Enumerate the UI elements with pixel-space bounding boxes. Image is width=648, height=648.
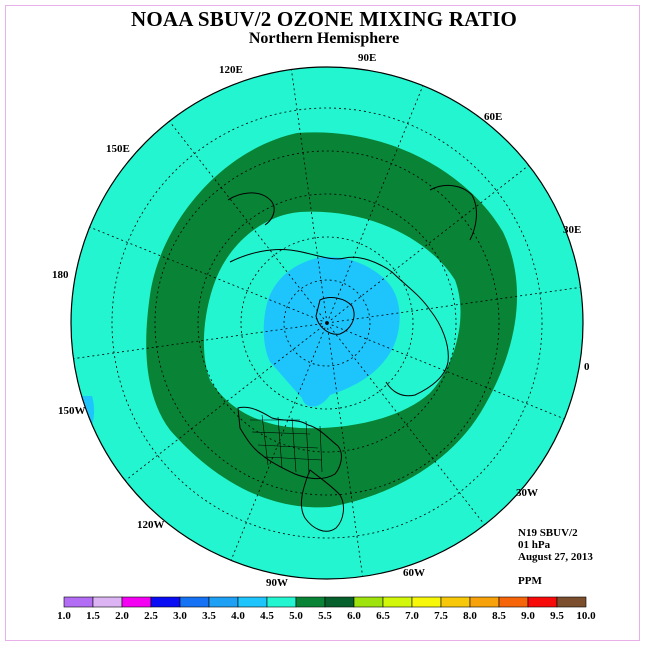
- colorbar-tick-label: 1.0: [57, 610, 71, 622]
- colorbar-tick-label: 10.0: [576, 610, 596, 622]
- date-label: August 27, 2013: [518, 551, 593, 563]
- page-subtitle: Northern Hemisphere: [248, 30, 400, 47]
- colorbar-tick-label: 1.5: [86, 610, 100, 622]
- colorbar-boxes: [63, 596, 587, 608]
- colorbar-tick-label: 3.5: [202, 610, 216, 622]
- colorbar-swatch: [353, 596, 384, 608]
- pressure-label: 01 hPa: [518, 539, 551, 551]
- colorbar-tick-label: 4.0: [231, 610, 245, 622]
- longitude-label-30e: 30E: [563, 224, 581, 236]
- central-america-outline: [300, 469, 344, 532]
- colorbar-tick-label: 2.0: [115, 610, 129, 622]
- latitude-circle-70n: [240, 236, 414, 410]
- longitude-label-30w: 30W: [516, 487, 538, 499]
- state-lines: [250, 414, 323, 475]
- colorbar-swatch: [469, 596, 500, 608]
- instrument-label: N19 SBUV/2: [518, 527, 578, 539]
- units-label: PPM: [518, 575, 542, 587]
- asia-east-outline: [227, 192, 275, 226]
- ozone-band-4.0-4.5: [263, 256, 400, 407]
- colorbar-labels: 1.0 1.5 2.0 2.5 3.0 3.5 4.0 4.5 5.0 5.5 6.0 6.5 7.0 7…: [57, 610, 596, 622]
- coastlines: [227, 184, 477, 532]
- colorbar-swatch: [63, 596, 94, 608]
- longitude-label-180: 180: [52, 269, 69, 281]
- colorbar-tick-label: 5.0: [289, 610, 303, 622]
- colorbar-tick-label: 6.0: [347, 610, 361, 622]
- image-frame: [5, 5, 640, 641]
- colorbar-tick-label: 9.0: [521, 610, 535, 622]
- colorbar-tick-label: 8.5: [492, 610, 506, 622]
- colorbar-swatch: [411, 596, 442, 608]
- map-boundary: [70, 66, 584, 580]
- colorbar-swatch: [324, 596, 355, 608]
- info-block: N19 SBUV/2 01 hPa August 27, 2013: [518, 527, 593, 563]
- latitude-circle-60n: [197, 193, 457, 453]
- colorbar-swatch: [208, 596, 239, 608]
- north-america-outline: [237, 406, 342, 480]
- page-title: NOAA SBUV/2 OZONE MIXING RATIO: [131, 7, 517, 31]
- africa-outline: [429, 184, 477, 241]
- graticule: [73, 69, 581, 577]
- longitude-label-120w: 120W: [137, 519, 165, 531]
- colorbar-tick-label: 4.5: [260, 610, 274, 622]
- colorbar-tick-label: 2.5: [144, 610, 158, 622]
- colorbar-swatch: [556, 596, 587, 608]
- longitude-label-90e: 90E: [358, 52, 376, 64]
- longitude-label-0: 0: [584, 361, 590, 373]
- colorbar-tick-label: 9.5: [550, 610, 564, 622]
- latitude-circle-80n: [283, 279, 371, 367]
- longitude-label-120e: 120E: [219, 64, 243, 76]
- colorbar-tick-label: 6.5: [376, 610, 390, 622]
- colorbar-tick-label: 7.5: [434, 610, 448, 622]
- colorbar: 1.0 1.5 2.0 2.5 3.0 3.5 4.0 4.5 5.0 5.5 6.0 6.5 7.0 7…: [57, 596, 596, 622]
- colorbar-tick-label: 8.0: [463, 610, 477, 622]
- latitude-circle-50n: [154, 150, 500, 496]
- colorbar-tick-label: 5.5: [318, 610, 332, 622]
- title-block: NOAA SBUV/2 OZONE MIXING RATIO Northern …: [0, 8, 648, 48]
- colorbar-swatch: [295, 596, 326, 608]
- colorbar-swatch: [527, 596, 558, 608]
- colorbar-swatch: [121, 596, 152, 608]
- colorbar-swatch: [266, 596, 297, 608]
- eurasia-outline: [229, 249, 449, 397]
- longitude-label-150e: 150E: [106, 143, 130, 155]
- colorbar-swatch: [92, 596, 123, 608]
- colorbar-swatch: [179, 596, 210, 608]
- state-boundaries: [250, 414, 323, 475]
- longitude-label-150w: 150W: [58, 405, 86, 417]
- colorbar-swatch: [440, 596, 471, 608]
- colorbar-tick-label: 3.0: [173, 610, 187, 622]
- colorbar-swatch: [382, 596, 413, 608]
- colorbar-tick-label: 7.0: [405, 610, 419, 622]
- longitude-label-60e: 60E: [484, 111, 502, 123]
- longitude-labels: 90E 60E 30E 0 30W 60W 90W 120W 150W 180 …: [52, 52, 590, 589]
- longitude-label-90w: 90W: [266, 577, 288, 589]
- colorbar-swatch: [498, 596, 529, 608]
- colorbar-swatch: [150, 596, 181, 608]
- colorbar-swatch: [237, 596, 268, 608]
- longitude-label-60w: 60W: [403, 567, 425, 579]
- latitude-circle-40n: [111, 107, 543, 539]
